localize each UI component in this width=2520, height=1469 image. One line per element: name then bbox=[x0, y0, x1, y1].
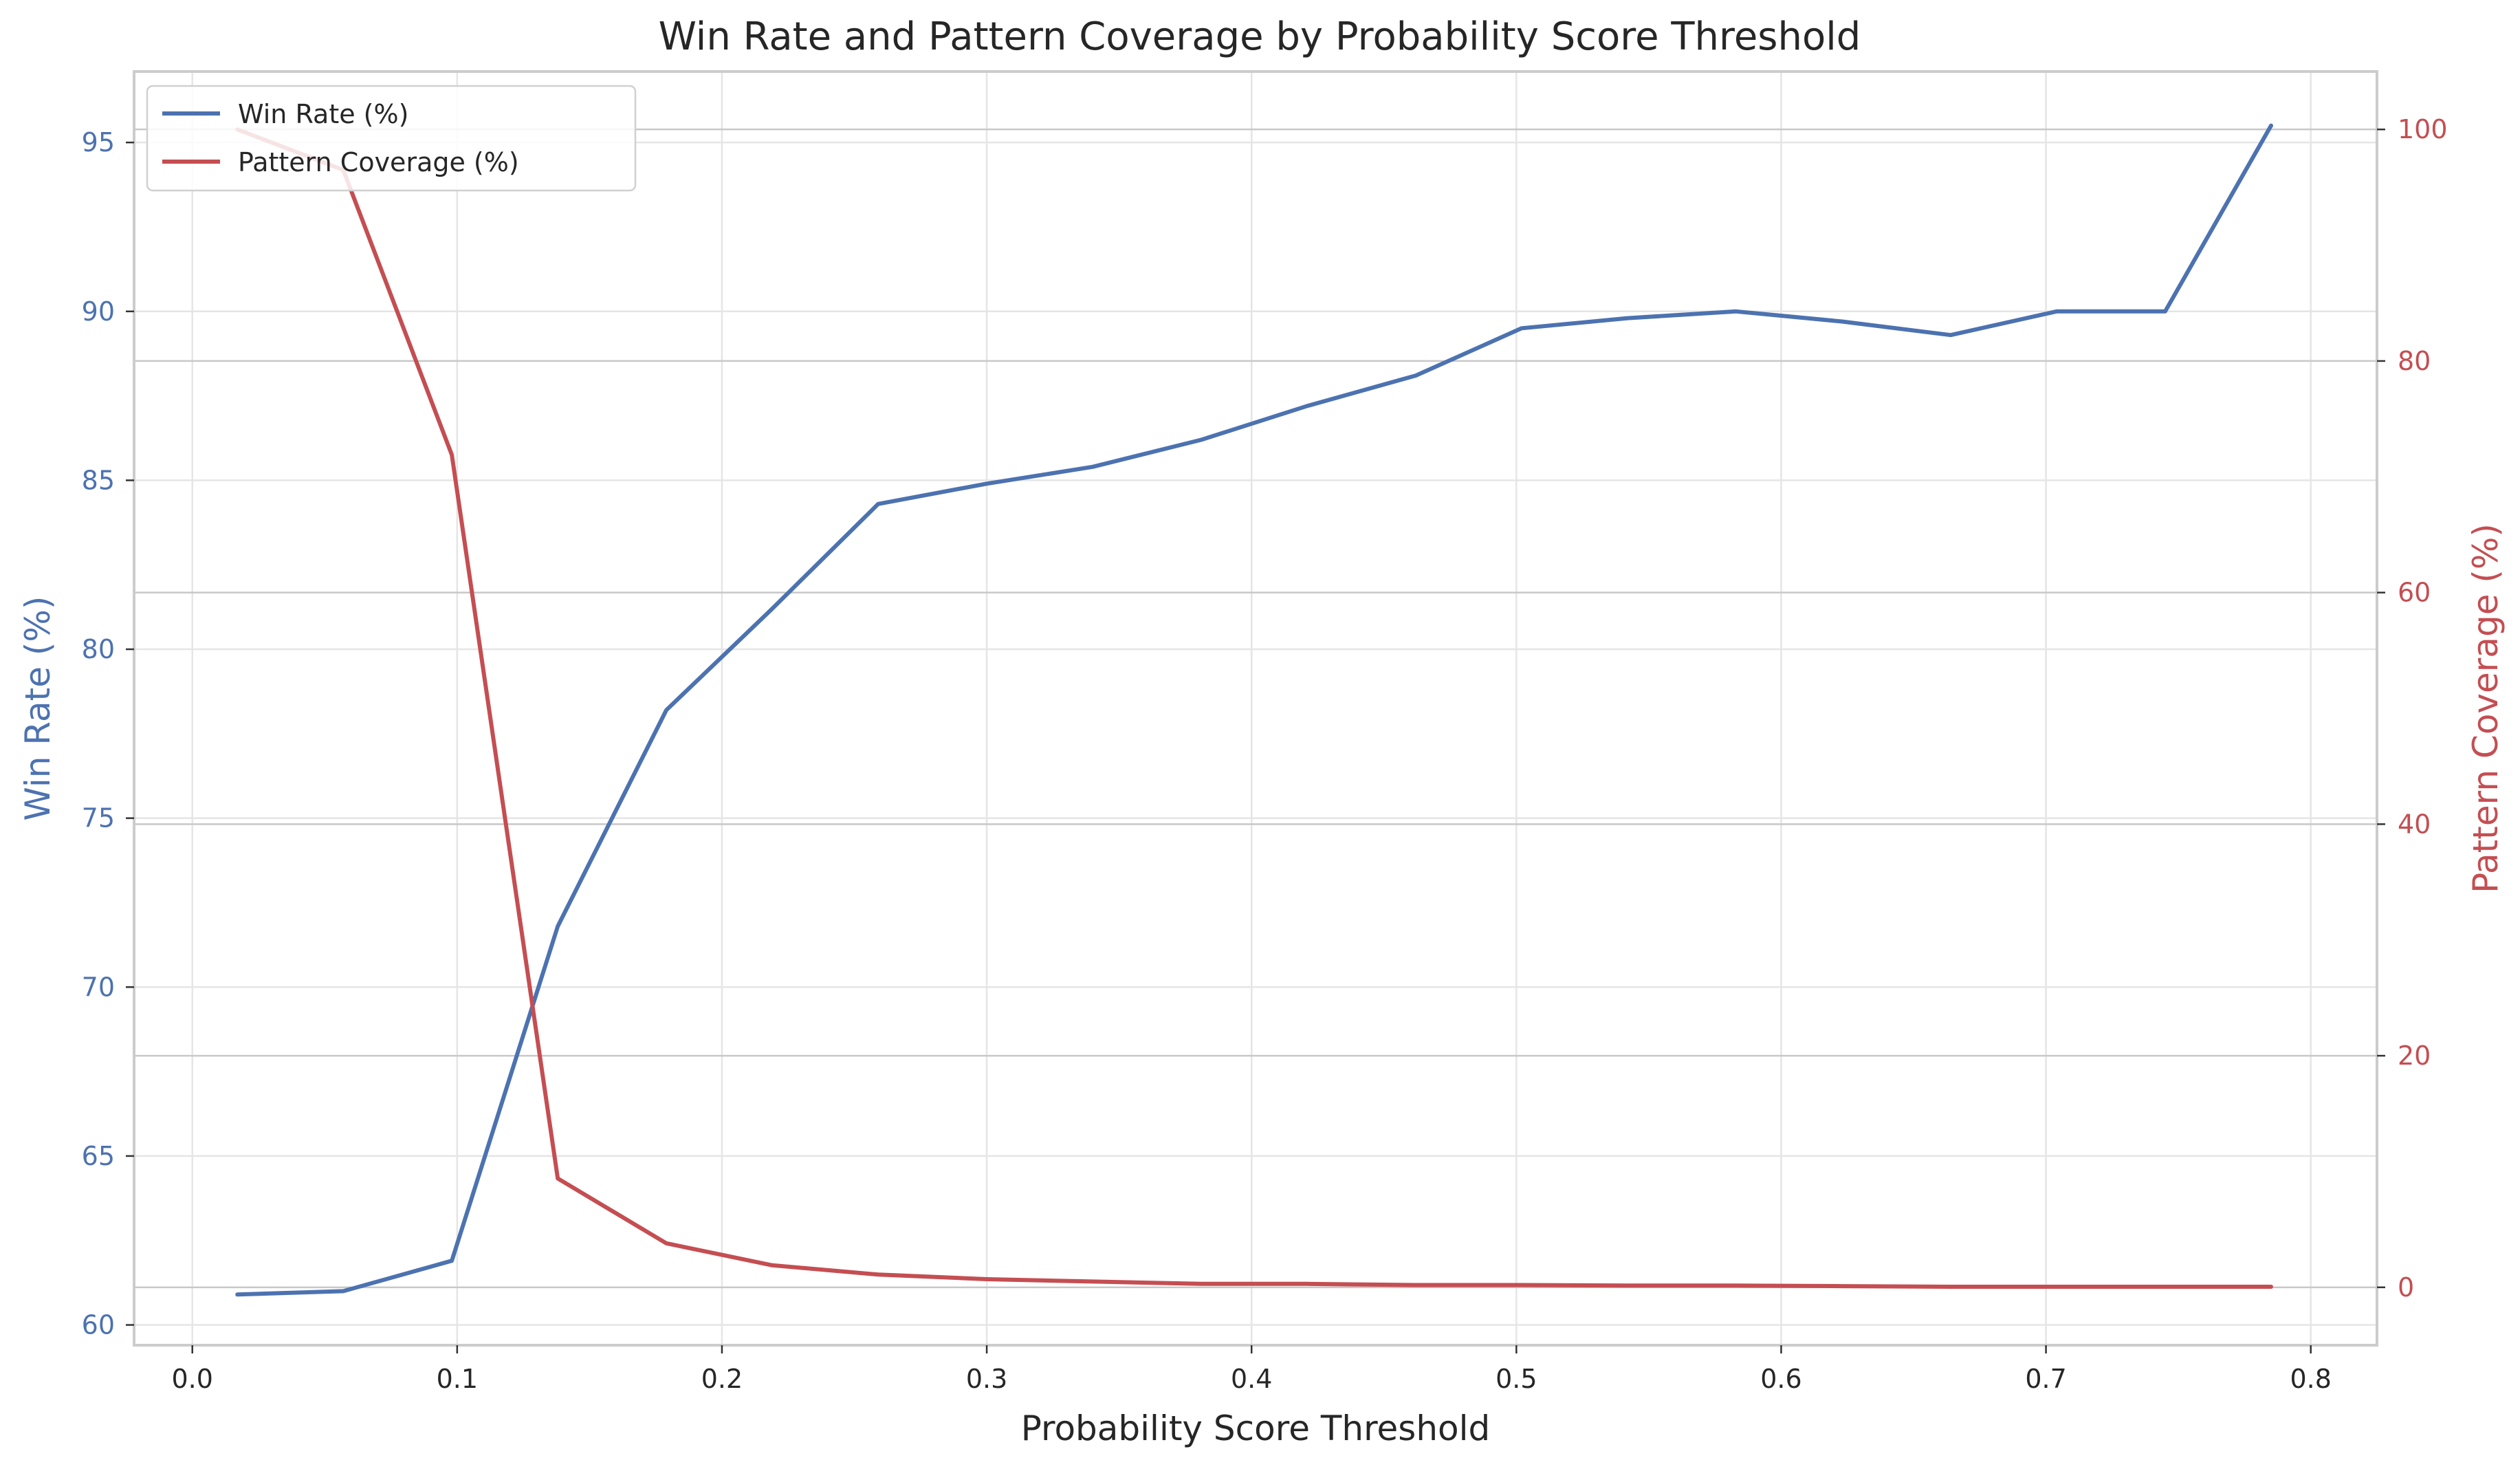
series-line-pattern-coverage bbox=[235, 127, 2273, 1289]
x-axis-ticks: 0.0 0.1 0.2 0.3 0.4 0.5 0.6 0.7 0.8 bbox=[172, 1345, 2332, 1394]
y2-tick-label: 80 bbox=[2398, 346, 2431, 376]
y-tick-label: 95 bbox=[82, 127, 115, 157]
x-tick-label: 0.8 bbox=[2290, 1364, 2332, 1394]
y2-tick-label: 20 bbox=[2398, 1041, 2431, 1071]
x-tick-label: 0.7 bbox=[2025, 1364, 2066, 1394]
y-tick-label: 65 bbox=[82, 1141, 115, 1171]
legend-label-pattern-coverage: Pattern Coverage (%) bbox=[238, 147, 519, 177]
y-tick-label: 90 bbox=[82, 296, 115, 327]
x-tick-label: 0.3 bbox=[966, 1364, 1007, 1394]
y2-tick-label: 0 bbox=[2398, 1272, 2414, 1303]
y2-tick-label: 100 bbox=[2398, 114, 2448, 144]
x-tick-label: 0.0 bbox=[172, 1364, 213, 1394]
y-axis-label: Win Rate (%) bbox=[18, 596, 58, 821]
y2-tick-label: 40 bbox=[2398, 809, 2431, 839]
y-tick-label: 80 bbox=[82, 634, 115, 664]
y2-grid bbox=[134, 128, 2377, 1289]
x-axis-label: Probability Score Threshold bbox=[1021, 1408, 1491, 1448]
y2-axis-ticks: 0 20 40 60 80 100 bbox=[2377, 114, 2448, 1303]
series-lines bbox=[235, 123, 2273, 1297]
x-tick-label: 0.1 bbox=[437, 1364, 478, 1394]
y2-axis-label: Pattern Coverage (%) bbox=[2466, 523, 2506, 893]
y-tick-label: 70 bbox=[82, 972, 115, 1002]
x-tick-label: 0.5 bbox=[1495, 1364, 1537, 1394]
x-tick-label: 0.4 bbox=[1231, 1364, 1272, 1394]
y-axis-ticks: 60 65 70 75 80 85 90 95 bbox=[82, 127, 134, 1340]
y-tick-label: 85 bbox=[82, 465, 115, 495]
y-tick-label: 60 bbox=[82, 1310, 115, 1340]
legend-label-win-rate: Win Rate (%) bbox=[238, 99, 408, 129]
chart-title: Win Rate and Pattern Coverage by Probabi… bbox=[659, 14, 1861, 59]
y-tick-label: 75 bbox=[82, 803, 115, 834]
plot-frame bbox=[133, 70, 2378, 1347]
x-tick-label: 0.6 bbox=[1760, 1364, 1801, 1394]
legend: Win Rate (%) Pattern Coverage (%) bbox=[146, 85, 637, 192]
x-tick-label: 0.2 bbox=[701, 1364, 743, 1394]
y2-tick-label: 60 bbox=[2398, 578, 2431, 608]
legend-box bbox=[146, 85, 637, 192]
grid bbox=[134, 72, 2377, 1345]
series-line-win-rate bbox=[235, 123, 2273, 1297]
